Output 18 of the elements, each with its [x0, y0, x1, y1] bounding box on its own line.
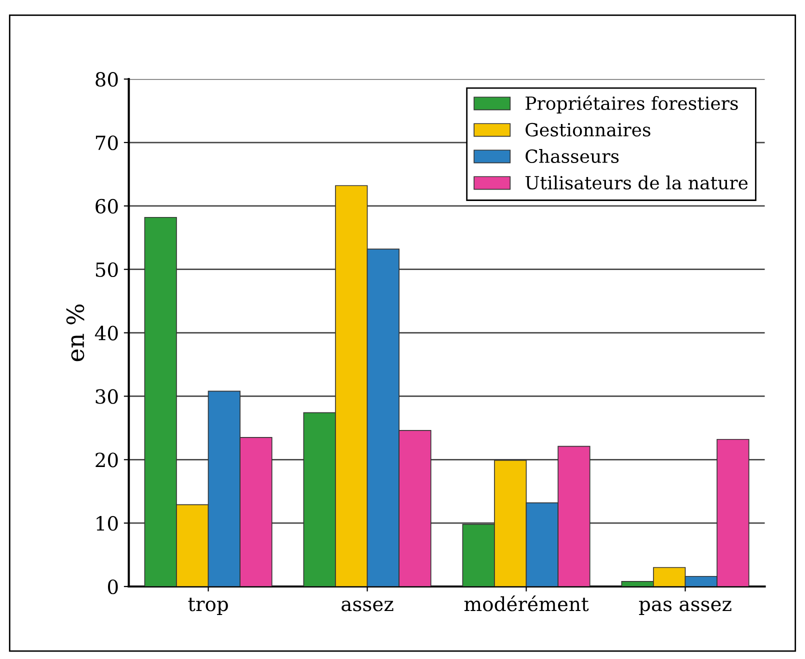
y-tick-label: 50 [96, 262, 118, 278]
y-axis-title: en % [66, 304, 84, 362]
x-tick-label: assez [342, 600, 394, 612]
y-tick-label: 10 [96, 516, 118, 531]
y-tick-label: 20 [96, 452, 118, 468]
legend-label: Gestionnaires [526, 122, 650, 137]
x-tick-label: modérément [464, 595, 589, 612]
y-tick-label: 80 [96, 72, 118, 87]
legend-label: Propriétaires forestiers [526, 95, 738, 114]
y-tick-label: 30 [96, 389, 118, 404]
y-tick-label: 0 [108, 579, 118, 594]
y-tick-label: 40 [94, 326, 118, 340]
y-tick-label: 60 [96, 198, 118, 214]
legend-label: Utilisateurs de la nature [525, 176, 748, 190]
legend-label: Chasseurs [526, 149, 619, 164]
x-tick-label: pas assez [639, 600, 732, 616]
y-tick-label: 70 [96, 135, 118, 150]
x-tick-label: trop [188, 598, 228, 616]
